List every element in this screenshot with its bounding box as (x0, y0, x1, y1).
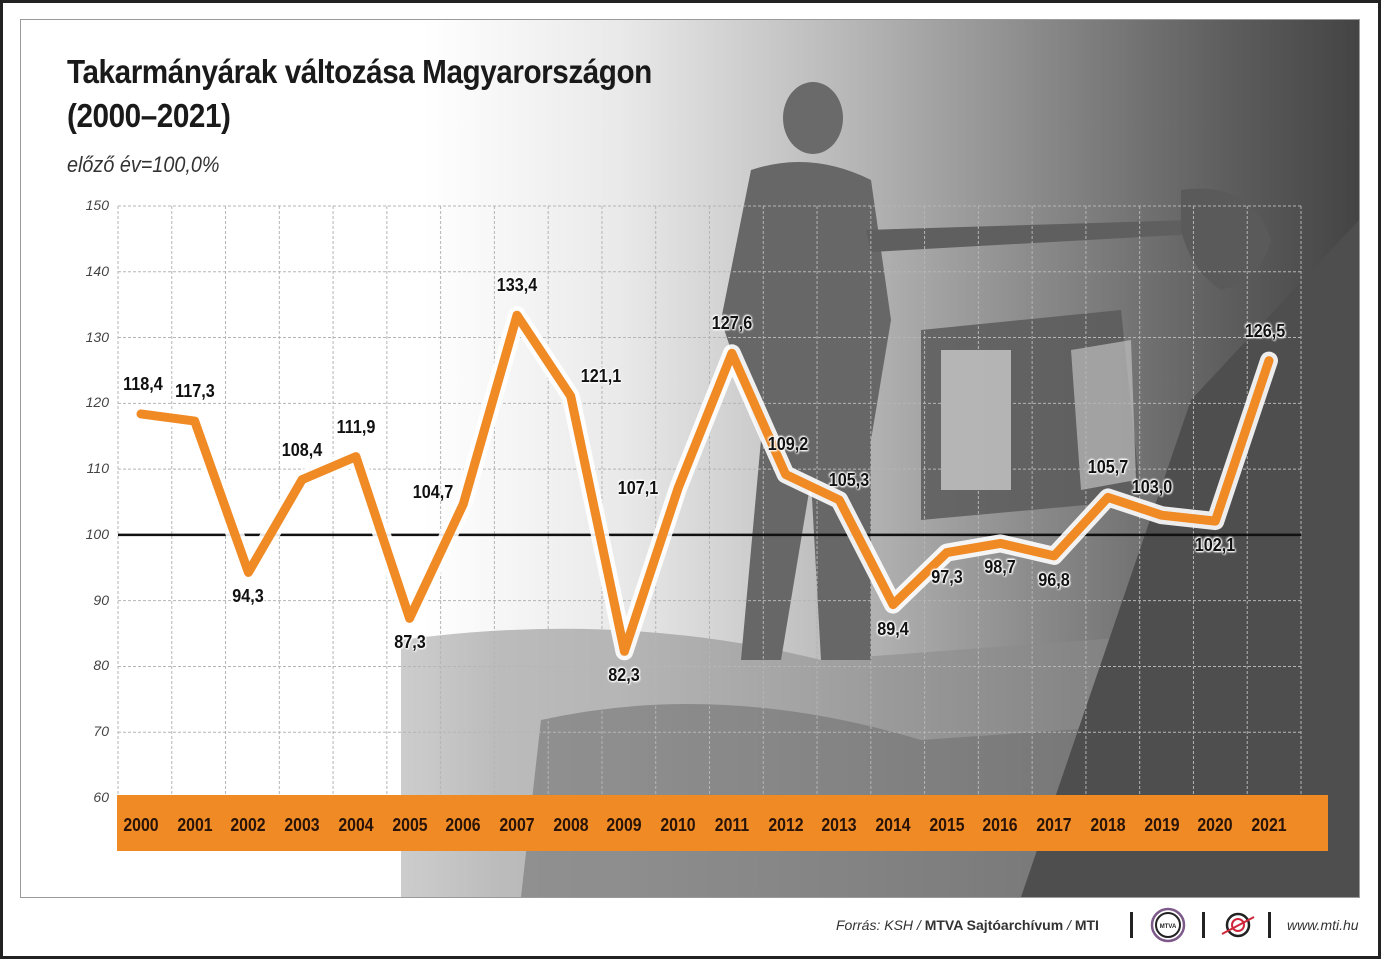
y-tick-label: 120 (85, 394, 109, 411)
chart-frame: Takarmányárak változása Magyarországon (… (20, 19, 1360, 898)
mti-logo-icon (1221, 912, 1255, 938)
footer-divider (1268, 912, 1271, 938)
x-tick-label: 2001 (177, 815, 213, 835)
data-point-label: 105,3 (829, 470, 870, 491)
data-point-label: 127,6 (711, 313, 753, 334)
data-point-label: 111,9 (336, 416, 376, 437)
line-chart (117, 205, 1302, 798)
data-point-label: 98,7 (984, 557, 1017, 578)
series-line (136, 310, 1274, 656)
x-tick-label: 2006 (445, 815, 481, 835)
svg-text:MTVA: MTVA (1160, 924, 1177, 930)
chart-subtitle: előző év=100,0% (67, 152, 220, 177)
footer-divider (1130, 912, 1133, 938)
y-tick-label: 80 (93, 657, 109, 674)
x-tick-label: 2011 (714, 815, 750, 835)
y-tick-label: 150 (85, 197, 109, 213)
data-point-label: 103,0 (1131, 477, 1172, 498)
data-point-label: 97,3 (930, 566, 963, 587)
data-point-label: 96,8 (1038, 569, 1070, 590)
mtva-logo-icon: MTVA (1150, 907, 1186, 943)
source-separator: / (1063, 917, 1075, 933)
x-tick-label: 2020 (1197, 815, 1233, 835)
y-tick-label: 90 (93, 591, 109, 608)
source-url: www.mti.hu (1287, 917, 1359, 933)
data-point-label: 89,4 (877, 618, 909, 639)
y-tick-label: 130 (85, 328, 109, 345)
y-tick-label: 140 (85, 262, 109, 279)
x-tick-label: 2017 (1036, 815, 1072, 835)
y-tick-label: 100 (85, 525, 109, 542)
source-credit: Forrás: KSH / MTVA Sajtóarchívum / MTI (836, 917, 1099, 941)
x-tick-label: 2013 (821, 815, 857, 835)
data-point-label: 105,7 (1087, 457, 1129, 478)
x-tick-label: 2019 (1143, 815, 1180, 835)
data-point-label: 118,4 (123, 373, 163, 394)
y-tick-label: 70 (93, 723, 109, 740)
x-tick-label: 2003 (284, 815, 320, 835)
chart-title-line2: (2000–2021) (67, 97, 231, 134)
data-point-label: 107,1 (617, 478, 659, 499)
x-tick-label: 2010 (660, 815, 696, 835)
footer-divider (1202, 912, 1205, 938)
data-point-label: 82,3 (608, 665, 641, 686)
data-point-label: 117,3 (174, 381, 215, 402)
source-prefix: Forrás: KSH / (836, 917, 925, 933)
chart-title: Takarmányárak változása Magyarországon (… (67, 50, 652, 138)
data-point-label: 133,4 (496, 275, 538, 296)
x-tick-label: 2014 (875, 815, 911, 835)
x-tick-label: 2004 (338, 815, 374, 835)
data-point-label: 109,2 (767, 434, 808, 455)
x-tick-label: 2002 (230, 815, 267, 835)
data-point-label: 102,1 (1195, 535, 1236, 556)
x-tick-label: 2015 (929, 815, 965, 835)
y-tick-label: 60 (93, 789, 109, 805)
chart-title-line1: Takarmányárak változása Magyarországon (67, 53, 652, 90)
data-point-label: 108,4 (281, 439, 323, 460)
x-tick-label: 2012 (767, 815, 804, 835)
x-tick-label: 2021 (1251, 815, 1287, 835)
x-tick-label: 2016 (982, 815, 1019, 835)
data-point-label: 94,3 (232, 586, 265, 607)
x-tick-label: 2018 (1090, 815, 1126, 835)
x-tick-label: 2000 (123, 815, 159, 835)
x-tick-label: 2007 (499, 815, 535, 835)
data-point-label: 121,1 (580, 366, 621, 387)
x-tick-label: 2008 (553, 815, 589, 835)
source-archive: MTVA Sajtóarchívum (924, 917, 1064, 933)
x-tick-label: 2009 (606, 815, 643, 835)
y-tick-label: 110 (86, 460, 109, 477)
data-point-label: 126,5 (1244, 320, 1286, 341)
data-point-label: 104,7 (413, 481, 454, 502)
x-tick-label: 2005 (391, 815, 428, 835)
data-point-label: 87,3 (393, 632, 426, 653)
source-mti: MTI (1074, 917, 1099, 933)
x-axis-band: 2000 2001 2002 2003 2004 2005 2006 2007 2008 2009… (117, 795, 1328, 851)
